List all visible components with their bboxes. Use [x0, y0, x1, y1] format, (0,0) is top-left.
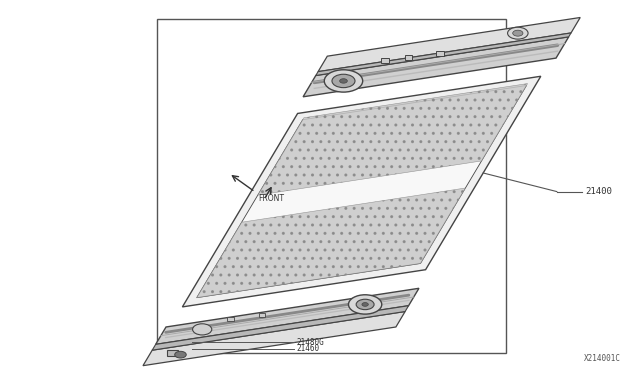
Polygon shape [152, 306, 408, 350]
Bar [436, 51, 444, 56]
Polygon shape [143, 311, 405, 366]
Polygon shape [182, 76, 541, 307]
Text: 21480G: 21480G [296, 338, 324, 347]
Polygon shape [258, 84, 527, 195]
Text: X214001C: X214001C [584, 354, 621, 363]
Bar [381, 58, 388, 62]
Bar [404, 55, 412, 60]
Text: FRONT: FRONT [259, 194, 284, 203]
Circle shape [175, 351, 186, 358]
Circle shape [340, 79, 348, 83]
Bar [157, 19, 506, 353]
Bar [259, 312, 265, 317]
Circle shape [193, 324, 212, 335]
Circle shape [324, 70, 363, 92]
Polygon shape [318, 17, 580, 72]
Circle shape [356, 299, 374, 310]
Circle shape [362, 302, 369, 306]
Text: 21400: 21400 [586, 187, 612, 196]
Polygon shape [196, 188, 465, 298]
Circle shape [349, 295, 381, 314]
Bar [166, 350, 178, 356]
Polygon shape [316, 33, 571, 76]
Circle shape [513, 30, 523, 36]
Bar [227, 317, 234, 321]
Circle shape [332, 74, 355, 88]
Text: 21460: 21460 [296, 344, 319, 353]
Polygon shape [303, 37, 569, 97]
Polygon shape [196, 86, 527, 298]
Circle shape [508, 27, 528, 39]
Polygon shape [156, 288, 419, 344]
